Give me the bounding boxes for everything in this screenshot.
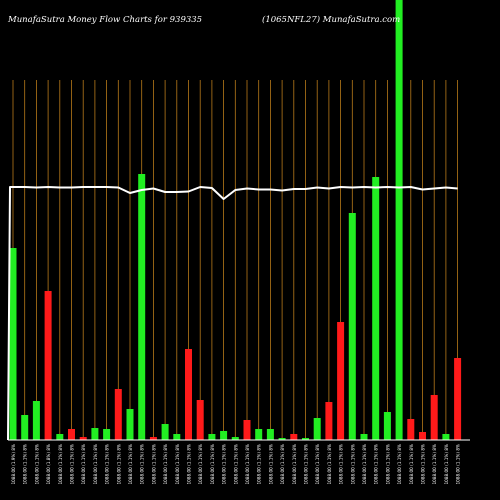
x-tick-label: 1088.00 (1.1%) 8% — [421, 444, 426, 485]
x-tick-label: 1088.00 (1.1%) 8% — [175, 444, 180, 485]
flow-bar — [126, 409, 134, 440]
x-tick-label: 1088.00 (1.1%) 8% — [292, 444, 297, 485]
flow-bar — [278, 438, 286, 440]
x-tick-label: 1088.00 (1.1%) 8% — [70, 444, 75, 485]
flow-bar — [56, 434, 64, 440]
x-tick-label: 1088.00 (1.1%) 8% — [257, 444, 262, 485]
x-tick-label: 1088.00 (1.1%) 8% — [198, 444, 203, 485]
flow-bar — [360, 434, 368, 440]
flow-bar — [337, 322, 345, 440]
x-tick-label: 1088.00 (1.1%) 8% — [444, 444, 449, 485]
x-tick-label: 1088.00 (1.1%) 8% — [409, 444, 414, 485]
flow-bar — [149, 437, 157, 440]
flow-bar — [430, 395, 438, 440]
x-tick-label: 1088.00 (1.1%) 8% — [34, 444, 39, 485]
x-tick-label: 1088.00 (1.1%) 8% — [233, 444, 238, 485]
flow-bar — [91, 428, 99, 440]
x-tick-label: 1088.00 (1.1%) 8% — [81, 444, 86, 485]
x-tick-label: 1088.00 (1.1%) 8% — [128, 444, 133, 485]
x-tick-label: 1088.00 (1.1%) 8% — [222, 444, 227, 485]
x-tick-label: 1088.00 (1.8%) 8% — [46, 444, 51, 485]
flow-bar — [68, 429, 75, 440]
x-tick-label: 1088.00 (1.1%) 8% — [105, 444, 110, 485]
flow-bar — [442, 434, 450, 440]
x-tick-label: 1088.00 (1.1%) 8% — [116, 444, 121, 485]
x-tick-label: 1088.00 (1.1%) 8% — [187, 444, 192, 485]
x-tick-label: 1088.00 (1.1%) 8% — [362, 444, 367, 485]
flow-bar — [208, 434, 216, 440]
flow-bar — [313, 418, 321, 440]
flow-bar — [266, 429, 274, 440]
flow-bar — [103, 429, 111, 440]
x-tick-label: 1088.00 (1.1%) 8% — [304, 444, 309, 485]
x-tick-label: 1088.00 (1.1%) 8% — [456, 444, 461, 485]
flow-bar — [290, 434, 298, 440]
x-tick-label: 1088.00 (1.1%) 8% — [140, 444, 145, 485]
x-tick-label: 1088.00 (1.1%) 8% — [432, 444, 437, 485]
x-tick-label: 1088.00 (1.1%) 8% — [58, 444, 63, 485]
flow-bar — [454, 358, 462, 440]
chart-title-left: MunafaSutra Money Flow Charts for 939335 — [8, 15, 203, 25]
price-line-layer — [7, 186, 458, 441]
flow-bar — [161, 424, 169, 440]
grid-lines — [12, 80, 459, 440]
x-tick-label: 1088.00 (1.1%) 8% — [350, 444, 355, 485]
flow-bar — [185, 349, 192, 440]
x-tick-label: 1088.00 (1.1%) 8% — [163, 444, 168, 485]
flow-bar — [407, 419, 415, 440]
flow-bar — [196, 400, 204, 440]
flow-bar — [383, 412, 391, 440]
x-tick-label: 1088.00 (1.1%) 8% — [397, 444, 402, 485]
x-tick-label: 1088.00 (1.1%) 8% — [151, 444, 156, 485]
x-tick-labels: 1088.00 (1.9%) 8% 1088.00 (1.1%) 8% 1088.0… — [11, 444, 461, 485]
flow-bar — [32, 401, 40, 440]
flow-bar — [348, 213, 356, 440]
x-tick-label: 1088.00 (1.1%) 8% — [374, 444, 379, 485]
chart-title-right: (1065NFL27) MunafaSutra.com — [262, 15, 401, 25]
x-tick-label: 1088.00 (1.1%) 8% — [280, 444, 285, 485]
flow-bar — [302, 438, 309, 440]
x-tick-label: 1088.00 (1.1%) 8% — [327, 444, 332, 485]
flow-bar — [9, 248, 17, 440]
flow-bar — [231, 437, 239, 440]
flow-bar — [325, 402, 333, 440]
flow-bar — [395, 0, 403, 440]
x-tick-label: 1088.00 (1.1%) 8% — [245, 444, 250, 485]
flow-bar — [243, 420, 251, 440]
x-tick-label: 1088.00 (1.1%) 8% — [268, 444, 273, 485]
flow-bar — [372, 177, 380, 440]
flow-bar — [220, 431, 228, 440]
flow-bar — [255, 429, 263, 440]
x-tick-label: 1088.00 (1.9%) 8% — [11, 444, 16, 485]
x-tick-label: 1088.00 (1.1%) 8% — [385, 444, 390, 485]
flow-bar — [44, 291, 52, 440]
x-tick-label: 1088.00 (1.1%) 8% — [210, 444, 215, 485]
flow-bar — [114, 389, 122, 440]
x-tick-label: 1088.00 (1.1%) 8% — [23, 444, 28, 485]
flow-bar — [419, 432, 426, 440]
price-line — [7, 186, 458, 441]
flow-bar — [138, 174, 146, 440]
flow-bar — [21, 415, 29, 440]
flow-bar — [173, 434, 181, 440]
money-flow-bars — [9, 0, 462, 440]
flow-bar — [79, 437, 87, 440]
x-tick-label: 1088.00 (1.1%) 8% — [93, 444, 98, 485]
x-tick-label: 1088.00 (1.1%) 8% — [339, 444, 344, 485]
x-tick-label: 1088.00 (1.1%) 8% — [315, 444, 320, 485]
